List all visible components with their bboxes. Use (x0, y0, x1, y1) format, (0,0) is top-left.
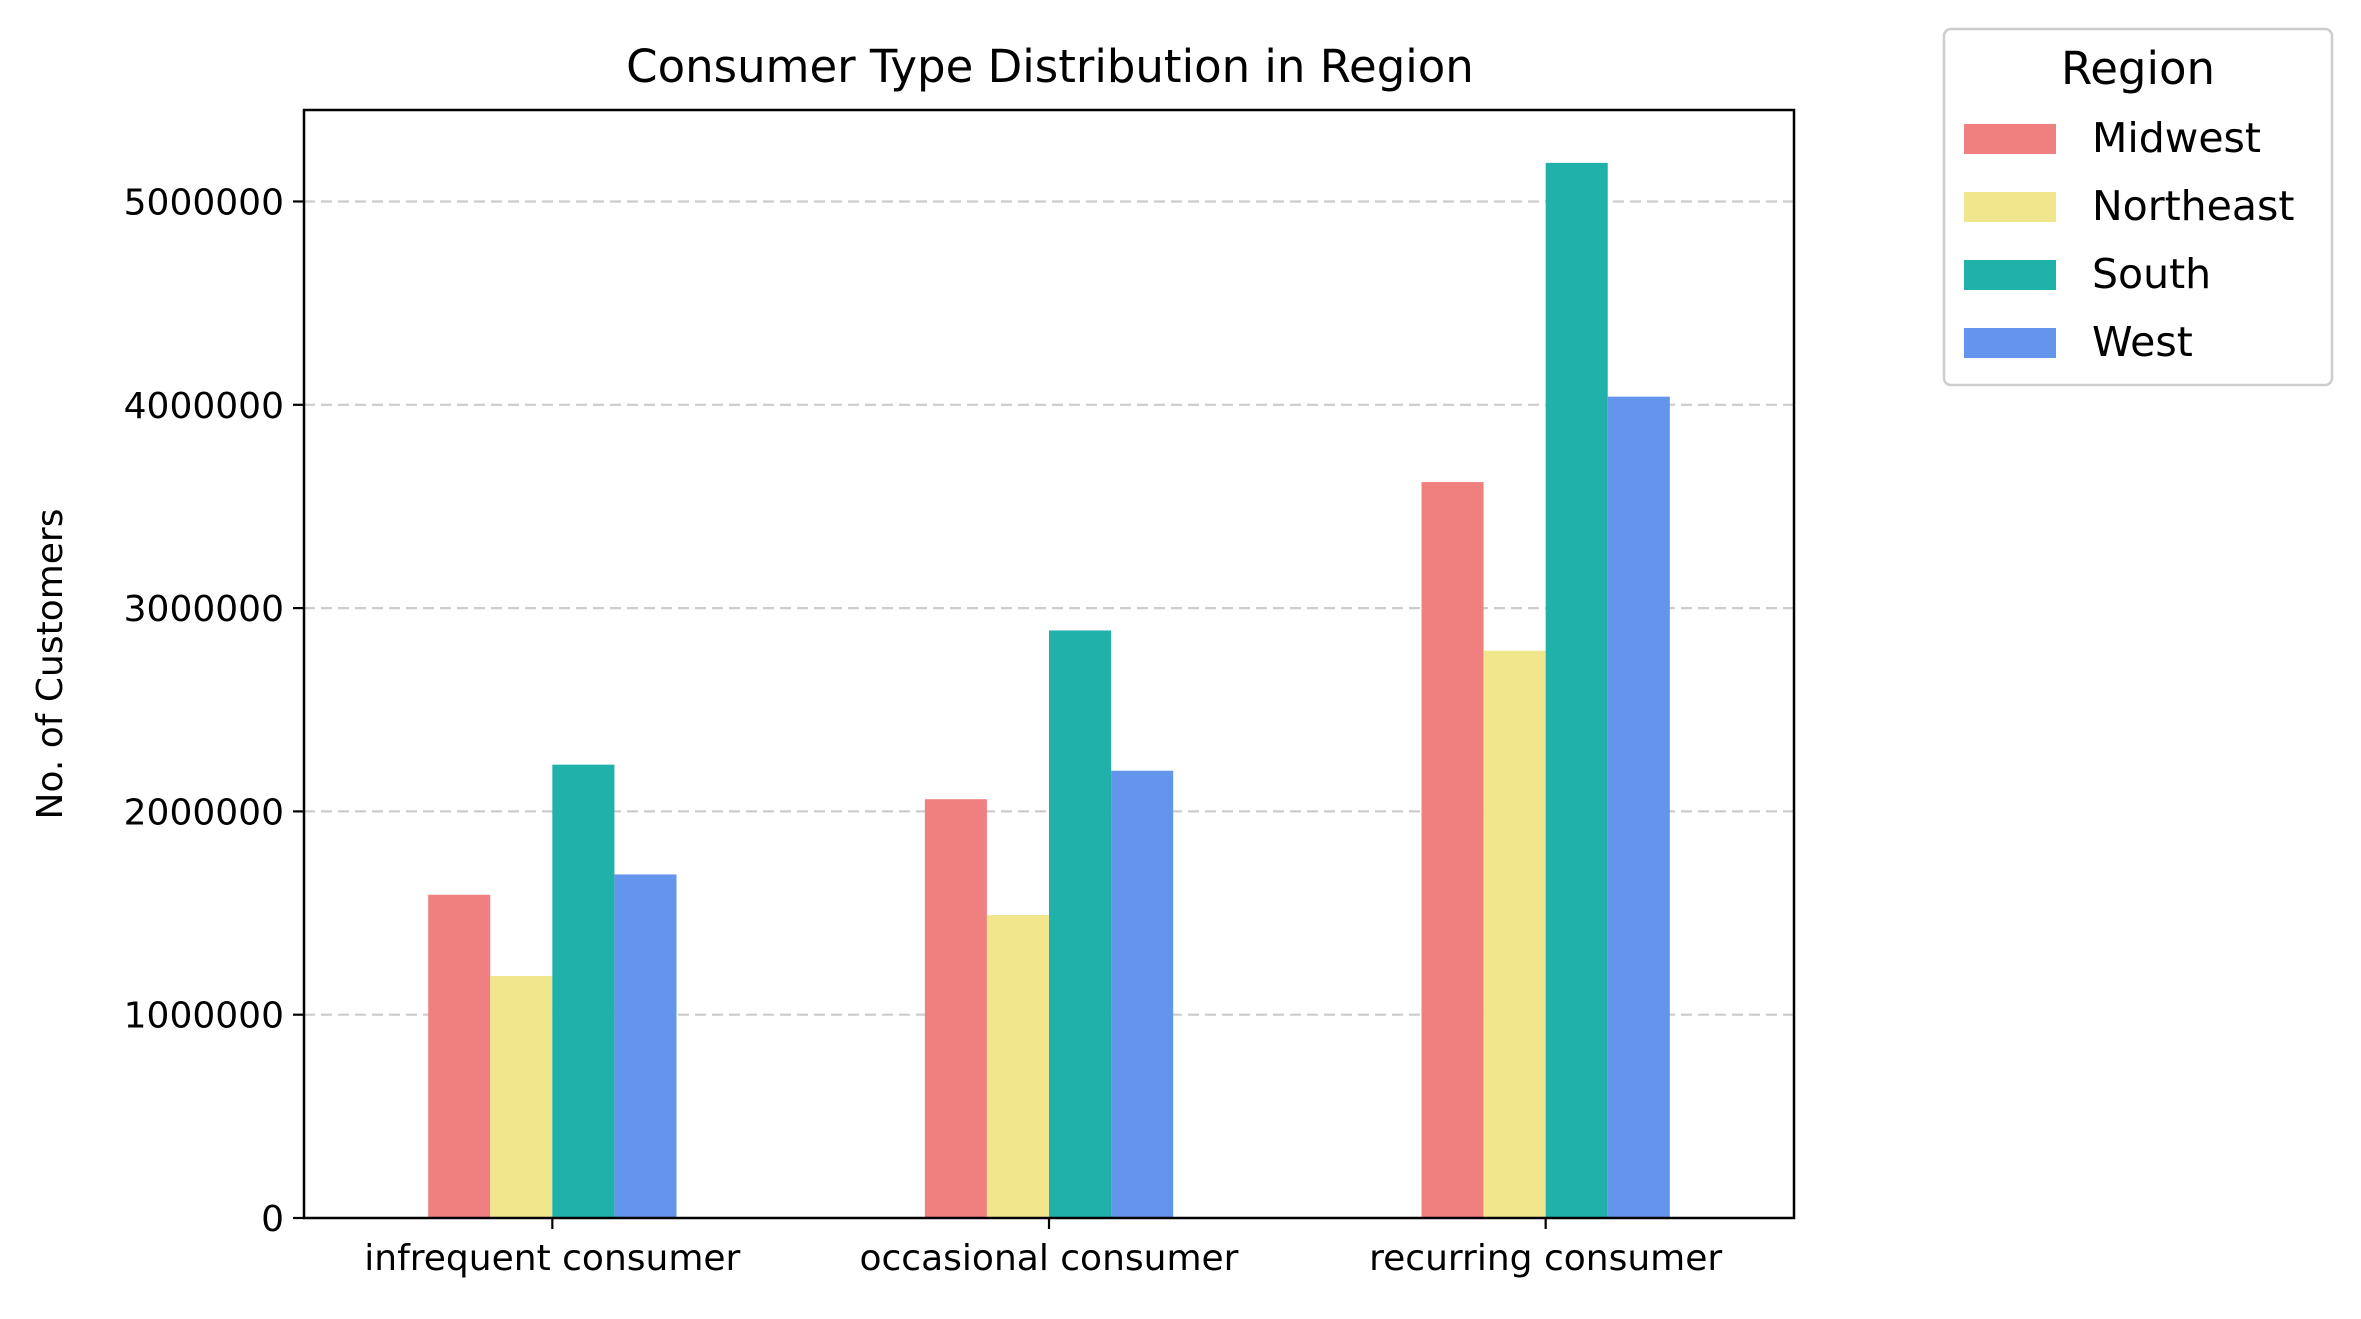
y-axis-label: No. of Customers (30, 509, 71, 820)
bar-northeast-1 (490, 976, 553, 1218)
bar-south-3 (1545, 162, 1608, 1218)
y-tick-label: 5000000 (124, 182, 284, 223)
bar-midwest-1 (428, 894, 491, 1218)
legend-label-northeast: Northeast (2092, 182, 2294, 230)
legend-title: Region (2061, 42, 2215, 95)
bar-northeast-3 (1483, 650, 1546, 1218)
x-tick-label: occasional consumer (859, 1238, 1238, 1279)
bar-midwest-2 (924, 799, 987, 1218)
bar-west-1 (614, 874, 677, 1218)
chart-title: Consumer Type Distribution in Region (626, 40, 1474, 93)
legend: Region Midwest Northeast South West (1942, 27, 2334, 387)
legend-items: Midwest Northeast South West (1964, 114, 2294, 366)
x-tick-label: infrequent consumer (364, 1238, 740, 1279)
y-tick-label: 0 (261, 1199, 284, 1240)
bar-south-1 (552, 764, 615, 1218)
legend-swatch-midwest (1964, 124, 2056, 154)
y-tick-label: 4000000 (124, 386, 284, 427)
bars (428, 162, 1670, 1219)
legend-label-south: South (2092, 250, 2211, 298)
bar-northeast-2 (986, 915, 1049, 1218)
legend-swatch-south (1964, 260, 2056, 290)
y-tick-label: 3000000 (124, 589, 284, 630)
bar-west-2 (1111, 770, 1174, 1218)
legend-label-west: West (2092, 318, 2193, 366)
bar-midwest-3 (1421, 482, 1484, 1218)
bar-west-3 (1607, 396, 1670, 1219)
legend-frame (1942, 27, 2334, 387)
y-axis-ticks: 0 1000000 2000000 3000000 4000000 5000000 (124, 182, 304, 1240)
bar-south-2 (1049, 630, 1112, 1218)
legend-label-midwest: Midwest (2092, 114, 2261, 162)
legend-swatch-northeast (1964, 192, 2056, 222)
x-axis-ticks: infrequent consumer occasional consumer re… (364, 1218, 1722, 1279)
y-tick-label: 2000000 (124, 792, 284, 833)
x-tick-label: recurring consumer (1369, 1238, 1722, 1279)
y-tick-label: 1000000 (124, 996, 284, 1037)
legend-swatch-west (1964, 328, 2056, 358)
